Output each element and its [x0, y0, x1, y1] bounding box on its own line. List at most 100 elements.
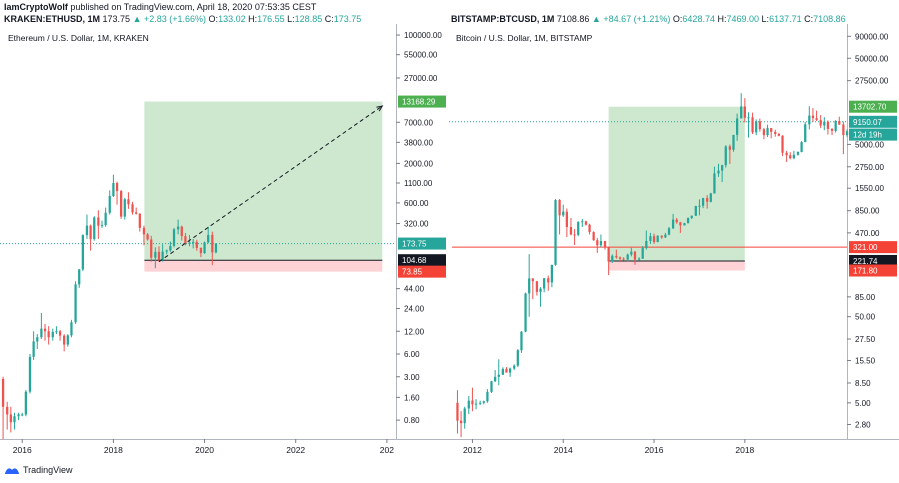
candle-body	[562, 211, 565, 216]
btc-high: 7469.00	[726, 14, 760, 24]
candle-body	[660, 235, 663, 238]
candle-body	[641, 248, 644, 259]
candle-body	[70, 322, 73, 336]
candle-body	[611, 255, 614, 262]
candle-body	[792, 154, 796, 159]
candle-body	[743, 106, 746, 118]
candle-body	[85, 225, 89, 236]
candle-body	[115, 183, 119, 192]
candle-body	[543, 278, 546, 289]
price-badge-countdown	[849, 128, 897, 141]
candle-body	[169, 245, 172, 251]
y-tick-label: 100000.00	[404, 31, 442, 40]
x-tick-label: 2016	[13, 445, 32, 455]
candle-body	[78, 269, 81, 285]
x-tick-label: 2014	[554, 445, 573, 455]
candle-body	[686, 217, 690, 224]
candle-body	[188, 242, 191, 244]
candle-body	[584, 221, 588, 225]
eth-symbol[interactable]: KRAKEN:ETHUSD, 1M	[4, 14, 101, 24]
price-badge-level	[849, 241, 897, 254]
candle-body	[770, 128, 773, 132]
candle-body	[89, 225, 92, 239]
y-tick-label: 0.80	[404, 416, 420, 425]
candle-body	[675, 219, 678, 223]
y-tick-label: 1100.00	[404, 179, 433, 188]
price-badge-label: 13168.29	[402, 98, 436, 107]
candle-body	[599, 241, 603, 246]
candle-body	[203, 242, 206, 254]
candle-body	[800, 142, 803, 152]
candle-body	[811, 115, 815, 119]
y-tick-label: 470.00	[855, 229, 880, 238]
price-badge-stop	[849, 264, 897, 277]
candle-body	[728, 146, 731, 150]
candle-body	[535, 281, 539, 292]
btc-low: 6137.71	[769, 14, 802, 24]
y-tick-label: 90000.00	[855, 32, 889, 41]
candle-body	[9, 414, 12, 423]
candle-body	[13, 416, 16, 423]
candle-body	[508, 368, 512, 373]
eth-chart-panel[interactable]: Ethereum / U.S. Dollar, 1M, KRAKEN 100000…	[0, 24, 449, 460]
btc-chart-panel[interactable]: Bitcoin / U.S. Dollar, 1M, BITSTAMP 90000…	[449, 24, 899, 460]
candle-body	[823, 121, 826, 126]
price-badge-label: 104.68	[402, 256, 427, 265]
candle-body	[161, 251, 164, 260]
candle-body	[796, 151, 800, 155]
tradingview-footer[interactable]: TradingView	[4, 465, 73, 475]
eth-high: 176.55	[257, 14, 285, 24]
candle-body	[573, 234, 576, 236]
candle-body	[195, 241, 198, 248]
candle-body	[637, 258, 641, 260]
candle-body	[755, 121, 758, 133]
candle-body	[808, 115, 811, 125]
candle-body	[486, 391, 489, 402]
candle-body	[474, 403, 478, 405]
candle-body	[834, 120, 837, 131]
candle-body	[603, 241, 607, 248]
candle-body	[93, 217, 96, 239]
y-tick-label: 3.00	[404, 373, 420, 382]
author-name[interactable]: IamCryptoWolf	[4, 2, 68, 12]
candle-body	[138, 213, 141, 228]
btc-last-price: 7108.86	[556, 14, 590, 24]
btc-close: 7108.86	[813, 14, 846, 24]
chart-title: Bitcoin / U.S. Dollar, 1M, BITSTAMP	[456, 33, 593, 43]
candle-body	[781, 135, 784, 153]
x-tick-label: 2020	[195, 445, 214, 455]
btc-symbol[interactable]: BITSTAMP:BTCUSD, 1M	[451, 14, 555, 24]
candle-body	[456, 402, 459, 421]
candle-body	[735, 118, 739, 135]
candle-body	[528, 278, 531, 294]
candle-body	[652, 236, 656, 243]
candle-body	[656, 235, 659, 243]
y-tick-label: 27000.00	[404, 74, 438, 83]
y-tick-label: 5.00	[855, 399, 871, 408]
candle-body	[120, 191, 123, 217]
candle-body	[40, 328, 43, 338]
candle-body	[789, 155, 792, 159]
x-tick-label: 202	[380, 445, 394, 455]
y-tick-label: 55000.00	[404, 51, 438, 60]
candle-body	[6, 406, 9, 415]
candle-body	[513, 365, 516, 369]
candle-body	[146, 234, 149, 240]
candle-body	[766, 128, 769, 136]
candle-body	[721, 165, 724, 171]
tradingview-logo-icon	[4, 468, 20, 474]
candle-body	[577, 221, 580, 235]
y-tick-label: 2750.00	[855, 163, 884, 172]
x-tick-label: 2022	[286, 445, 305, 455]
candle-body	[184, 236, 187, 244]
y-tick-label: 2000.00	[404, 159, 433, 168]
candle-body	[180, 226, 183, 237]
candle-body	[199, 247, 203, 254]
candle-body	[520, 331, 523, 351]
eth-last-price: 173.75	[102, 14, 131, 24]
candle-body	[554, 200, 557, 265]
candle-body	[664, 234, 667, 238]
candle-body	[66, 335, 69, 345]
candle-body	[531, 278, 534, 282]
candle-body	[81, 235, 84, 270]
